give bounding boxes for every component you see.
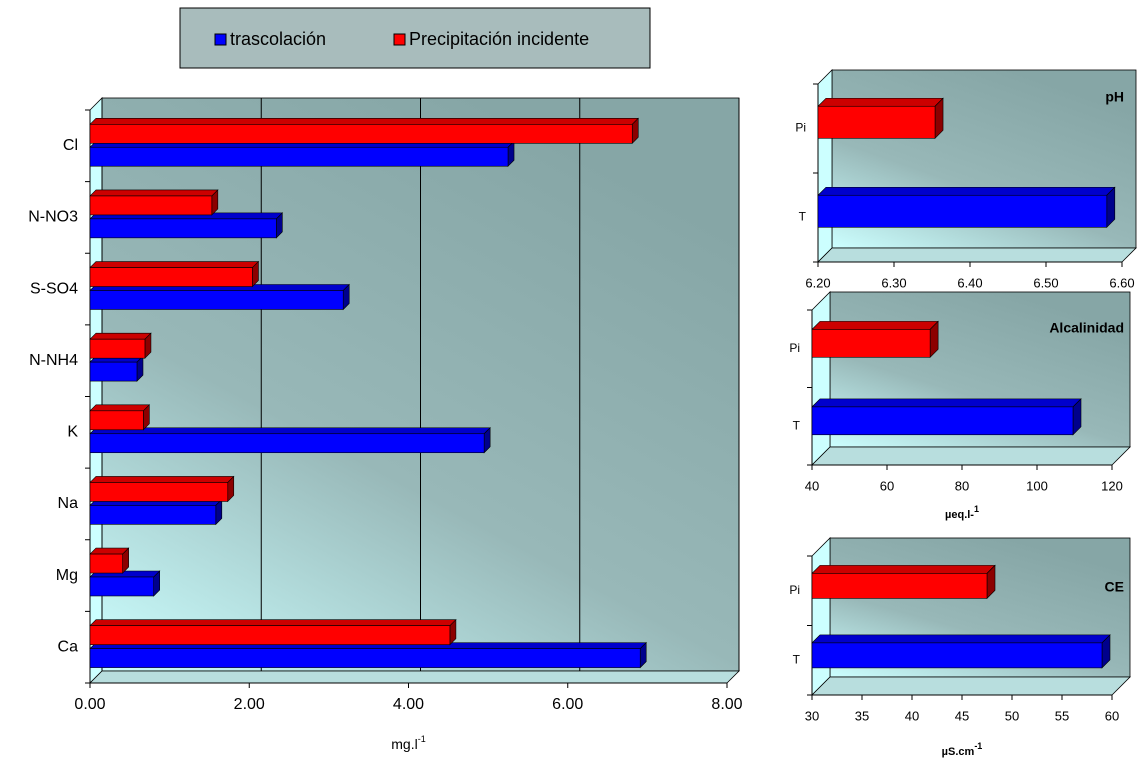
side-wall (811, 537, 831, 696)
y-tick-label: T (793, 652, 801, 666)
bar-top (89, 619, 457, 627)
bar-top (89, 427, 491, 435)
legend-label: trascolación (230, 29, 326, 49)
x-axis-label-text: mg.l (391, 736, 417, 752)
bar-top (811, 565, 996, 574)
bar (89, 433, 485, 454)
y-tick-label: Pi (795, 121, 806, 135)
x-tick-label: 6.50 (1033, 275, 1058, 290)
legend-swatch (393, 33, 406, 46)
bar (811, 642, 1103, 669)
bar-top (89, 118, 639, 125)
x-tick-label: 6.20 (805, 275, 830, 290)
bar (89, 218, 277, 239)
x-tick-label: 0.00 (74, 696, 105, 713)
x-axis-label-superscript: -1 (974, 741, 982, 751)
y-tick-label: Mg (56, 567, 78, 584)
bar-top (817, 97, 944, 107)
bar (89, 505, 217, 525)
x-axis-label-superscript: 1 (974, 504, 979, 514)
x-tick-label: 30 (805, 708, 819, 723)
bar-top (89, 261, 260, 268)
bar (89, 338, 146, 359)
x-tick-label: 40 (805, 478, 819, 493)
x-tick-label: 60 (880, 478, 894, 493)
bar (89, 361, 138, 382)
y-tick-label: T (793, 418, 801, 432)
x-tick-label: 80 (955, 478, 969, 493)
legend-box (179, 7, 651, 69)
y-tick-label: Na (58, 495, 79, 512)
x-axis-label-text: µeq.l- (945, 509, 974, 521)
x-tick-label: 50 (1005, 708, 1019, 723)
bar (89, 482, 229, 502)
y-tick-label: Cl (63, 137, 78, 154)
x-tick-label: 6.00 (552, 696, 583, 713)
x-tick-label: 2.00 (234, 696, 265, 713)
bar (811, 573, 988, 599)
x-tick-label: 6.40 (957, 275, 982, 290)
bar-top (89, 547, 130, 555)
y-tick-label: T (799, 210, 807, 224)
bar-top (811, 398, 1082, 408)
x-tick-label: 35 (855, 708, 869, 723)
x-tick-label: 120 (1101, 478, 1123, 493)
bar-top (817, 186, 1116, 196)
y-tick-label: Ca (58, 638, 79, 655)
bar (89, 553, 123, 574)
bar (89, 576, 155, 597)
floor (811, 676, 1131, 696)
y-tick-label: N-NH4 (29, 352, 78, 369)
x-tick-label: 6.60 (1109, 275, 1134, 290)
y-tick-label: K (67, 424, 78, 441)
chart-title: CE (1105, 579, 1124, 595)
chart-title: Alcalinidad (1049, 320, 1124, 336)
x-axis-label: µS.cm-1 (942, 741, 983, 758)
bar-top (89, 476, 235, 483)
floor (89, 670, 740, 684)
x-tick-label: 6.30 (881, 275, 906, 290)
y-tick-label: Pi (789, 341, 800, 355)
bar-top (811, 634, 1111, 644)
bar-top (89, 332, 152, 340)
bar-top (89, 404, 151, 412)
x-tick-label: 4.00 (393, 696, 424, 713)
x-tick-label: 40 (905, 708, 919, 723)
bar-top (811, 321, 939, 330)
legend-label: Precipitación incidente (409, 29, 589, 49)
y-tick-label: N-NO3 (28, 209, 78, 226)
x-axis-label-text: µS.cm (942, 746, 975, 758)
bar (89, 625, 451, 645)
y-tick-label: S-SO4 (30, 280, 78, 297)
x-tick-label: 100 (1026, 478, 1048, 493)
floor (817, 247, 1137, 263)
bar (817, 105, 936, 139)
floor (811, 446, 1131, 466)
bar (89, 410, 144, 431)
bar (89, 124, 633, 144)
bar (811, 329, 931, 358)
bar (89, 648, 641, 668)
chart-title: pH (1105, 89, 1124, 105)
bar (89, 290, 344, 310)
x-tick-label: 60 (1105, 708, 1119, 723)
x-tick-label: 55 (1055, 708, 1069, 723)
bar (89, 195, 213, 216)
x-tick-label: 45 (955, 708, 969, 723)
side-wall (811, 291, 831, 466)
bar-top (89, 189, 219, 197)
x-tick-label: 8.00 (711, 696, 742, 713)
x-axis-label-superscript: -1 (418, 734, 426, 744)
bar (817, 194, 1108, 228)
y-tick-label: Pi (789, 583, 800, 597)
x-axis-label: µeq.l-1 (945, 504, 979, 521)
bar (89, 267, 253, 287)
x-axis-label: mg.l-1 (391, 734, 425, 751)
bar (811, 406, 1074, 436)
bar (89, 146, 509, 167)
legend-swatch (214, 33, 227, 46)
